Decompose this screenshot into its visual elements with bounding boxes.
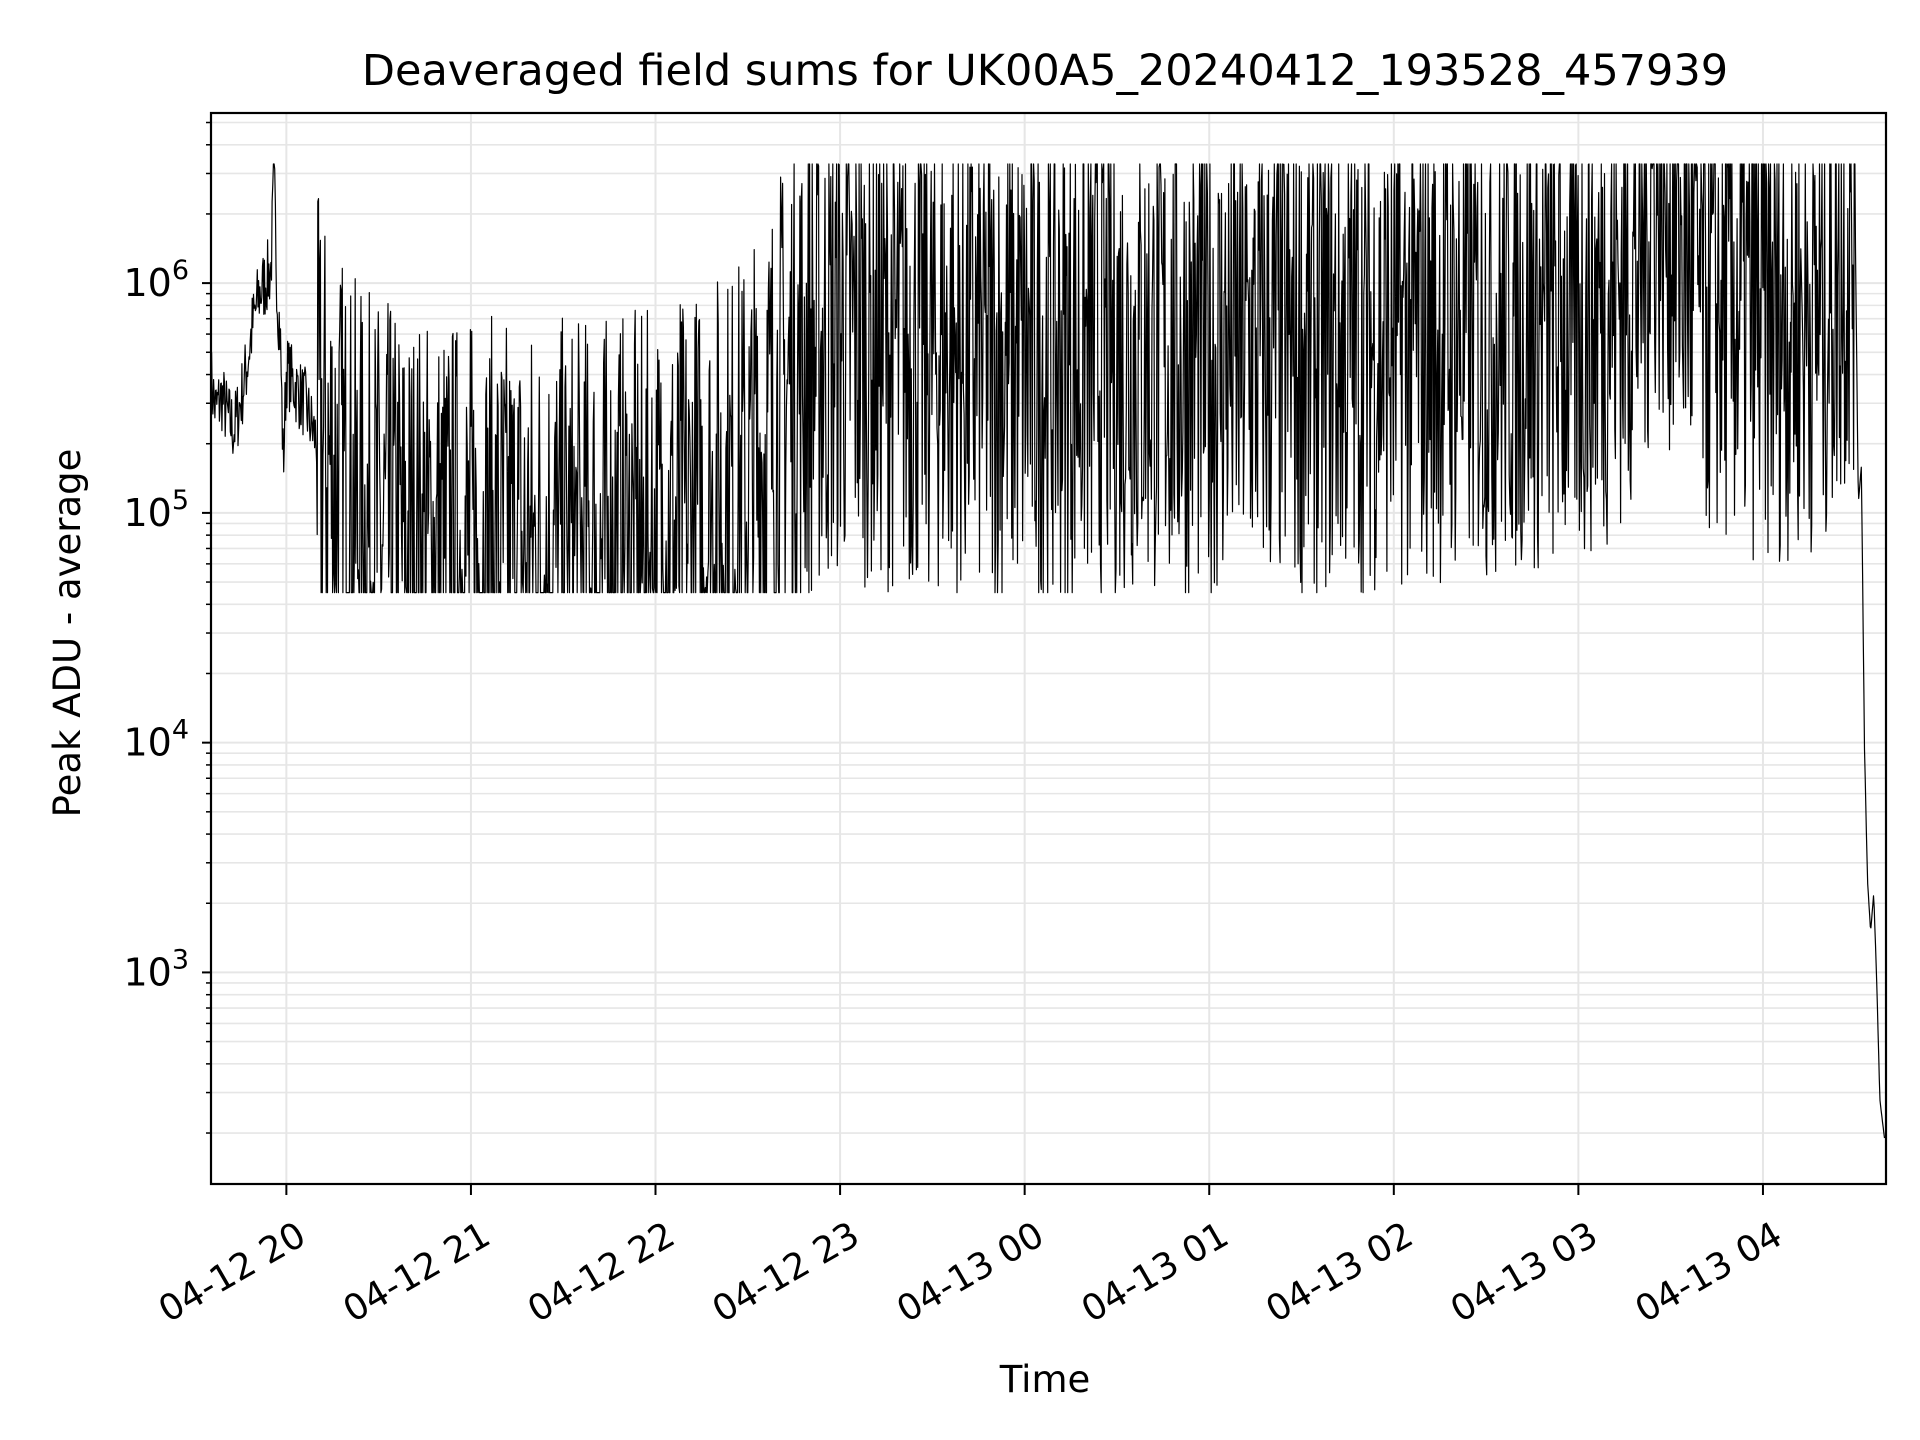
y-tick-label-base: 10 [123, 950, 171, 994]
y-tick-label-base: 10 [123, 721, 171, 765]
plot-frame [209, 111, 1888, 1186]
series-layer [211, 163, 1886, 1139]
y-tick-label: 105 [123, 485, 189, 535]
y-tick-label-base: 10 [123, 491, 171, 535]
grid-layer [211, 113, 1886, 1184]
series-line [211, 163, 1886, 1139]
y-tick-label-base: 10 [123, 261, 171, 305]
y-tick-label-exponent: 3 [172, 944, 189, 975]
y-tick-label-exponent: 4 [172, 715, 189, 746]
y-tick-label: 104 [123, 715, 189, 765]
x-axis-label: Time [999, 1358, 1091, 1401]
y-tick-label-exponent: 5 [172, 485, 189, 516]
y-tick-label-exponent: 6 [172, 255, 189, 286]
y-tick-label: 106 [123, 255, 189, 305]
chart-title: Deaveraged field sums for UK00A5_2024041… [362, 46, 1728, 96]
y-tick-label: 103 [123, 944, 189, 994]
y-axis-label: Peak ADU - average [46, 449, 89, 818]
